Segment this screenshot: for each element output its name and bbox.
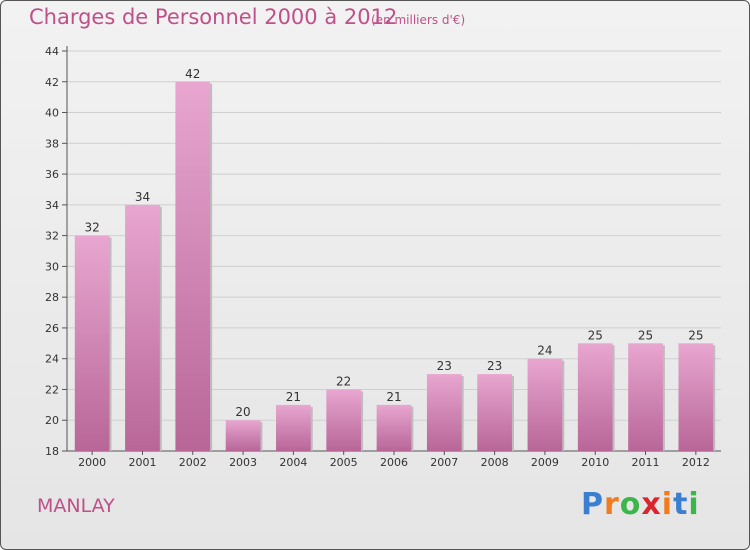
- data-label: 25: [688, 328, 703, 342]
- x-tick-label: 2002: [179, 456, 207, 469]
- logo-letter: P: [581, 487, 604, 522]
- x-tick-label: 2003: [229, 456, 257, 469]
- y-tick-label: 22: [45, 383, 59, 396]
- x-tick-label: 2004: [279, 456, 307, 469]
- data-label: 32: [85, 221, 100, 235]
- data-label: 24: [537, 344, 552, 358]
- chart-subtitle: (en milliers d'€): [371, 13, 466, 27]
- x-tick-label: 2011: [632, 456, 660, 469]
- y-tick-label: 30: [45, 260, 59, 273]
- logo-letter: x: [641, 487, 662, 522]
- y-tick-label: 38: [45, 137, 59, 150]
- data-label: 42: [185, 67, 200, 81]
- data-label: 20: [235, 405, 250, 419]
- logo-letter: i: [661, 487, 674, 522]
- bar: [376, 404, 412, 451]
- bar: [326, 389, 362, 451]
- bar: [125, 204, 160, 451]
- bar: [527, 358, 563, 451]
- data-label: 25: [588, 328, 603, 342]
- data-label: 21: [286, 390, 301, 404]
- bar: [477, 374, 512, 451]
- data-label: 23: [487, 359, 502, 373]
- x-tick-label: 2010: [581, 456, 609, 469]
- x-tick-label: 2012: [682, 456, 710, 469]
- y-tick-label: 20: [45, 414, 59, 427]
- y-tick-label: 36: [45, 168, 59, 181]
- x-tick-label: 2009: [531, 456, 559, 469]
- data-label: 22: [336, 374, 351, 388]
- logo-letter: r: [604, 487, 620, 522]
- y-tick-label: 32: [45, 230, 59, 243]
- bar: [225, 420, 261, 451]
- y-tick-label: 26: [45, 322, 59, 335]
- bar: [628, 343, 663, 451]
- logo-letter: t: [673, 487, 689, 522]
- bar: [577, 343, 613, 451]
- x-tick-label: 2008: [481, 456, 509, 469]
- data-label: 21: [386, 390, 401, 404]
- y-tick-label: 44: [45, 45, 59, 58]
- y-tick-label: 42: [45, 76, 59, 89]
- x-tick-label: 2005: [330, 456, 358, 469]
- logo-letter: i: [688, 487, 700, 522]
- data-label: 25: [638, 328, 653, 342]
- logo-letter: o: [619, 487, 642, 522]
- proxiti-logo: Proxiti: [581, 487, 700, 522]
- x-tick-label: 2001: [128, 456, 156, 469]
- commune-name: MANLAY: [37, 495, 115, 517]
- bar: [276, 404, 311, 451]
- bar: [678, 343, 714, 451]
- data-label: 34: [135, 190, 150, 204]
- y-tick-label: 40: [45, 107, 59, 120]
- x-tick-label: 2007: [430, 456, 458, 469]
- x-tick-label: 2006: [380, 456, 408, 469]
- y-tick-label: 18: [45, 445, 59, 458]
- x-tick-label: 2000: [78, 456, 106, 469]
- bar: [426, 374, 462, 451]
- y-tick-label: 24: [45, 353, 59, 366]
- data-label: 23: [437, 359, 452, 373]
- chart-title: Charges de Personnel 2000 à 2012: [29, 5, 398, 29]
- bar: [74, 235, 110, 451]
- y-tick-label: 28: [45, 291, 59, 304]
- y-tick-label: 34: [45, 199, 59, 212]
- bar: [175, 81, 211, 452]
